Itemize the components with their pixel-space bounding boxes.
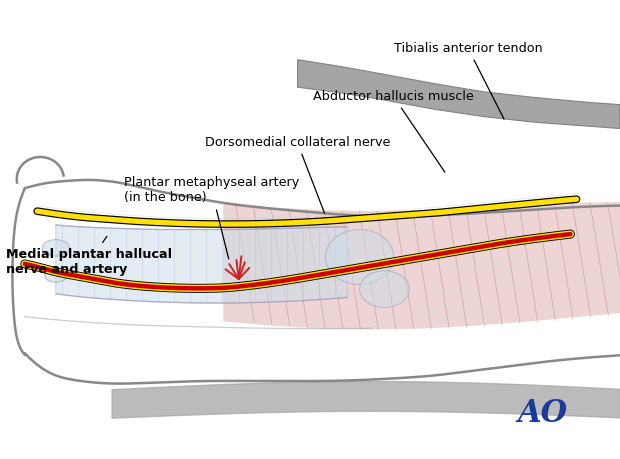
Ellipse shape [42,240,69,256]
Polygon shape [223,202,620,330]
Text: Tibialis anterior tendon: Tibialis anterior tendon [394,42,542,119]
Polygon shape [298,60,620,129]
Text: Plantar metaphyseal artery
(in the bone): Plantar metaphyseal artery (in the bone) [124,176,299,259]
Text: Dorsomedial collateral nerve: Dorsomedial collateral nerve [205,136,390,213]
Ellipse shape [326,230,394,285]
Ellipse shape [45,269,67,282]
Text: Abductor hallucis muscle: Abductor hallucis muscle [313,90,474,172]
Ellipse shape [360,271,409,308]
Text: AO: AO [517,397,568,429]
Text: Medial plantar hallucal
nerve and artery: Medial plantar hallucal nerve and artery [6,236,172,276]
Polygon shape [56,225,347,303]
